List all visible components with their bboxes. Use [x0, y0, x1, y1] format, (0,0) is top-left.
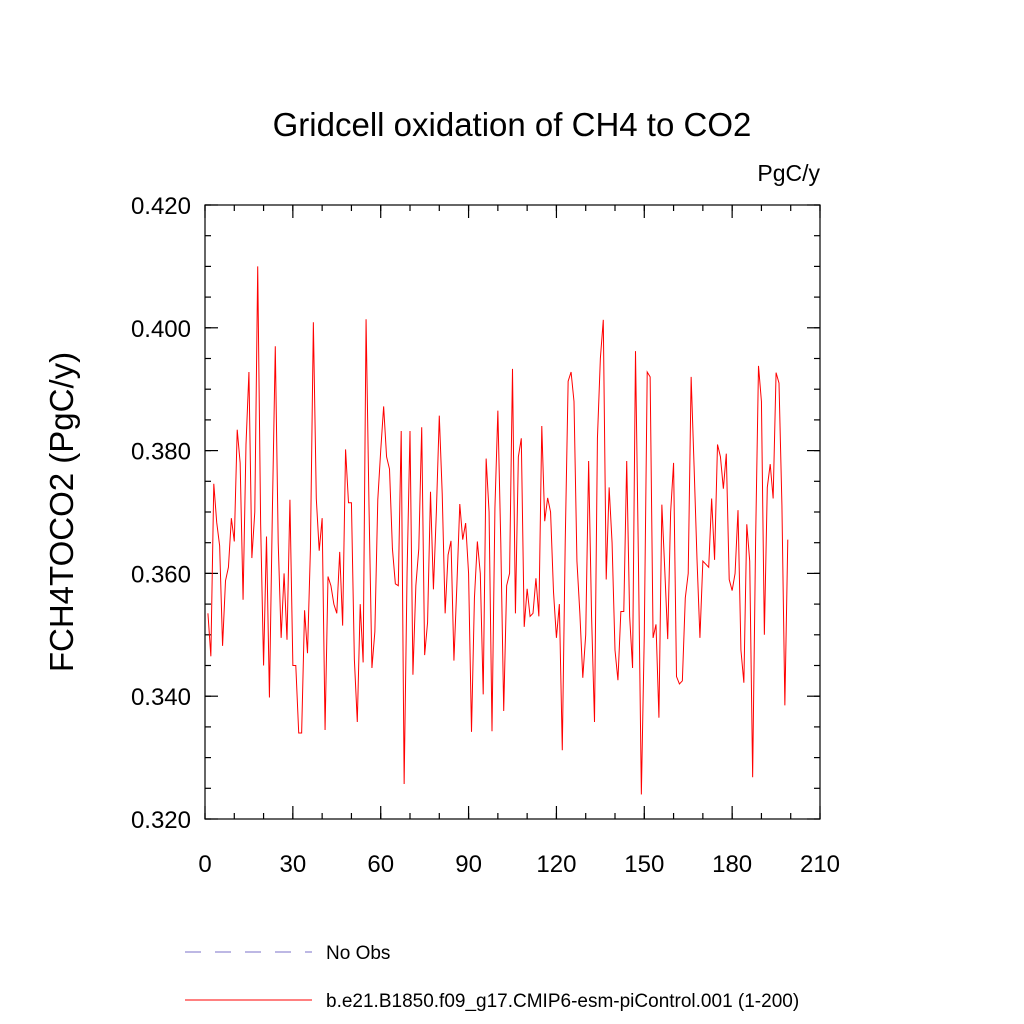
y-tick-label: 0.360: [131, 561, 191, 588]
axis-tick-labels: 0 30 60 90 120 150 180 210 0.320 0.340 0.360 0.380 0…: [131, 193, 840, 878]
legend: No Obs b.e21.B1850.f09_g17.CMIP6-esm-piC…: [185, 943, 799, 1012]
y-tick-label: 0.380: [131, 439, 191, 466]
x-tick-label: 60: [367, 851, 394, 878]
x-tick-label: 0: [198, 851, 211, 878]
legend-label-no-obs: No Obs: [326, 943, 390, 964]
y-tick-label: 0.400: [131, 316, 191, 343]
chart-title: Gridcell oxidation of CH4 to CO2: [273, 106, 752, 143]
x-tick-label: 30: [280, 851, 307, 878]
series-line: [207, 266, 789, 795]
x-tick-label: 210: [800, 851, 840, 878]
x-tick-label: 120: [536, 851, 576, 878]
y-tick-label: 0.320: [131, 807, 191, 834]
units-label: PgC/y: [757, 160, 820, 186]
x-tick-label: 90: [455, 851, 482, 878]
x-tick-label: 150: [624, 851, 664, 878]
y-tick-label: 0.420: [131, 193, 191, 220]
y-tick-label: 0.340: [131, 684, 191, 711]
axis-ticks: [204, 204, 821, 820]
y-axis-label: FCH4TOCO2 (PgC/y): [43, 352, 80, 672]
legend-label-control-run: b.e21.B1850.f09_g17.CMIP6-esm-piControl.…: [326, 991, 799, 1012]
x-tick-label: 180: [712, 851, 752, 878]
series-layer: [207, 266, 789, 795]
